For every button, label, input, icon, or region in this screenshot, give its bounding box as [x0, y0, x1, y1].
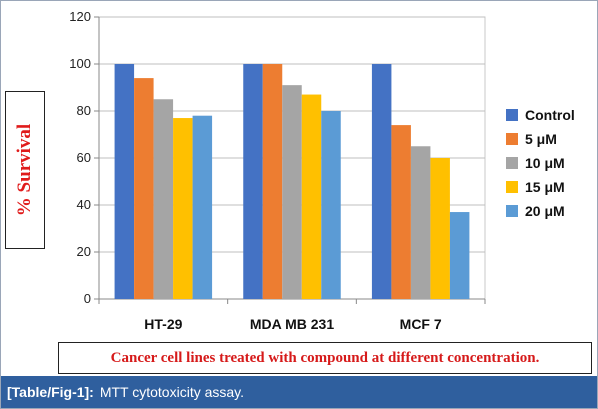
bar [114, 64, 135, 299]
bar [262, 64, 283, 299]
bar [321, 111, 341, 299]
bar [410, 146, 431, 299]
bar [192, 115, 213, 299]
y-axis-label: % Survival [14, 123, 35, 217]
legend-swatch [506, 133, 518, 145]
bar [430, 158, 450, 299]
y-tick-label: 20 [77, 244, 91, 259]
legend-label: 10 μM [525, 155, 565, 171]
legend-swatch [506, 109, 518, 121]
bar [134, 78, 154, 299]
y-axis-label-box: % Survival [5, 91, 45, 249]
y-tick-label: 80 [77, 103, 91, 118]
x-axis-label-box: Cancer cell lines treated with compound … [58, 342, 592, 374]
legend-swatch [506, 205, 518, 217]
bar [391, 125, 411, 299]
x-axis-label: Cancer cell lines treated with compound … [110, 349, 540, 366]
x-category-label: HT-29 [144, 316, 182, 332]
legend-label: 15 μM [525, 179, 565, 195]
bar [301, 94, 322, 299]
figure-caption-bar: [Table/Fig-1]: MTT cytotoxicity assay. [1, 376, 597, 408]
bar [243, 64, 263, 299]
y-tick-label: 100 [69, 56, 91, 71]
bar [282, 85, 302, 300]
x-category-label: MCF 7 [400, 316, 442, 332]
y-tick-label: 40 [77, 197, 91, 212]
bar [449, 212, 470, 299]
y-tick-label: 0 [84, 291, 91, 306]
y-tick-label: 120 [69, 9, 91, 24]
x-category-label: MDA MB 231 [250, 316, 334, 332]
figure-caption-tag: [Table/Fig-1]: [7, 384, 94, 400]
legend-swatch [506, 181, 518, 193]
legend-label: Control [525, 107, 575, 123]
bar [173, 118, 193, 299]
bar-chart: 0 20 40 60 80 100 120 HT-29 MDA MB 231 MCF 7 Contr… [69, 9, 575, 332]
legend-swatch [506, 157, 518, 169]
legend-label: 20 μM [525, 203, 565, 219]
figure-caption-text: MTT cytotoxicity assay. [99, 384, 245, 400]
bar [153, 99, 174, 299]
bar [371, 64, 392, 299]
y-tick-label: 60 [77, 150, 91, 165]
legend-label: 5 μM [525, 131, 557, 147]
